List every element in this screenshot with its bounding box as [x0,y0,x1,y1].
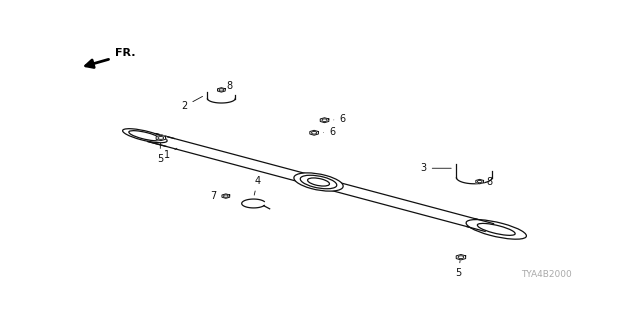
Text: 6: 6 [333,114,346,124]
Text: TYA4B2000: TYA4B2000 [522,270,572,279]
Text: 6: 6 [323,126,335,137]
Ellipse shape [477,223,515,235]
Text: 1: 1 [317,178,324,188]
Circle shape [477,180,482,183]
Polygon shape [222,194,230,198]
Ellipse shape [308,178,330,186]
Ellipse shape [294,173,343,191]
Polygon shape [456,254,466,260]
Circle shape [312,132,317,134]
Text: 8: 8 [227,81,232,91]
Circle shape [223,195,228,197]
Polygon shape [310,130,319,135]
Text: 7: 7 [211,191,217,201]
Polygon shape [320,118,329,123]
Text: 5: 5 [157,138,163,164]
Text: FR.: FR. [115,48,135,58]
Text: 8: 8 [486,177,493,187]
Polygon shape [156,135,166,141]
Circle shape [219,89,224,91]
Ellipse shape [123,129,167,143]
Circle shape [458,256,464,259]
Polygon shape [476,179,484,184]
Text: 3: 3 [420,163,451,173]
Text: 5: 5 [455,257,461,278]
Text: 2: 2 [181,96,202,111]
Ellipse shape [466,220,527,239]
Circle shape [158,137,164,139]
Polygon shape [218,88,225,92]
Ellipse shape [300,175,337,189]
Ellipse shape [129,131,161,141]
Circle shape [322,119,327,122]
Text: 4: 4 [254,175,260,195]
Text: 1: 1 [164,148,177,160]
